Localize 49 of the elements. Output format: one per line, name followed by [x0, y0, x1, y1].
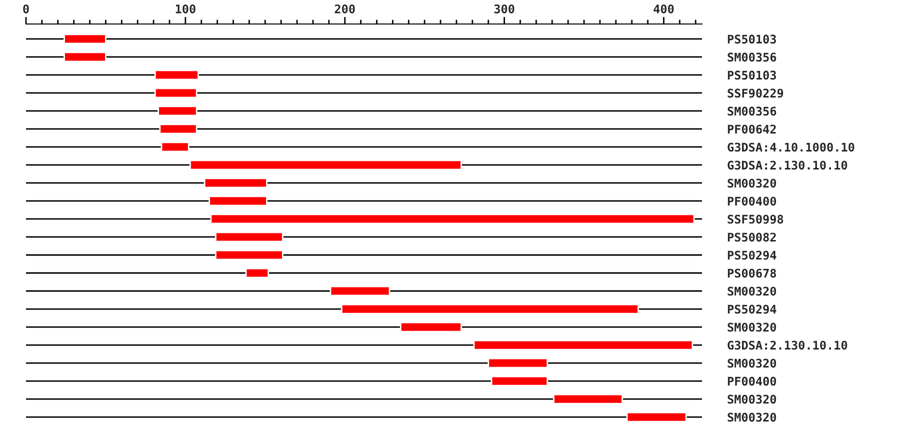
bar — [473, 340, 694, 350]
bar — [159, 124, 198, 134]
bar — [208, 196, 268, 206]
bar — [340, 304, 639, 314]
y-tick-label: PF00400 — [728, 196, 776, 206]
y-tick-label: SM00320 — [728, 286, 776, 296]
y-tick-label: SM00356 — [728, 106, 776, 116]
x-tick-label: 300 — [494, 4, 514, 14]
bar — [204, 178, 268, 188]
bar — [215, 232, 284, 242]
y-tick-label: PF00642 — [728, 124, 776, 134]
y-tick-label: SM00320 — [728, 358, 776, 368]
y-tick-label: PF00400 — [728, 376, 776, 386]
y-tick-label: PS00678 — [728, 268, 776, 278]
y-tick-label: G3DSA:4.10.1000.10 — [728, 142, 854, 152]
bar — [553, 394, 623, 404]
y-tick-label: SM00320 — [728, 178, 776, 188]
bar — [488, 358, 548, 368]
x-tick-label: 0 — [23, 4, 29, 14]
bar — [64, 52, 106, 62]
y-tick-label: PS50103 — [728, 70, 776, 80]
bar — [158, 106, 198, 116]
bar — [160, 142, 190, 152]
y-tick-label: PS50294 — [728, 304, 776, 314]
y-tick-label: SSF90229 — [728, 88, 784, 98]
bar — [490, 376, 548, 386]
bar — [215, 250, 284, 260]
bar — [626, 412, 687, 422]
x-tick-label: 100 — [176, 4, 196, 14]
bar — [245, 268, 270, 278]
y-tick-label: G3DSA:2.130.10.10 — [728, 160, 848, 170]
bar — [64, 34, 106, 44]
bar — [210, 214, 695, 224]
y-tick-label: SM00356 — [728, 52, 776, 62]
y-tick-label: G3DSA:2.130.10.10 — [728, 340, 848, 350]
y-tick-label: SM00320 — [728, 412, 776, 422]
bar — [190, 160, 462, 170]
y-tick-label: PS50103 — [728, 34, 776, 44]
bar — [400, 322, 462, 332]
x-tick-label: 200 — [334, 4, 355, 14]
y-tick-label: PS50294 — [728, 250, 776, 260]
bar — [154, 88, 198, 98]
bar — [330, 286, 390, 296]
y-tick-label: SM00320 — [728, 394, 776, 404]
y-tick-label: SM00320 — [728, 322, 776, 332]
bar — [154, 70, 199, 80]
y-tick-label: PS50082 — [728, 232, 776, 242]
y-tick-label: SSF50998 — [728, 214, 784, 224]
x-tick-label: 400 — [654, 4, 674, 14]
